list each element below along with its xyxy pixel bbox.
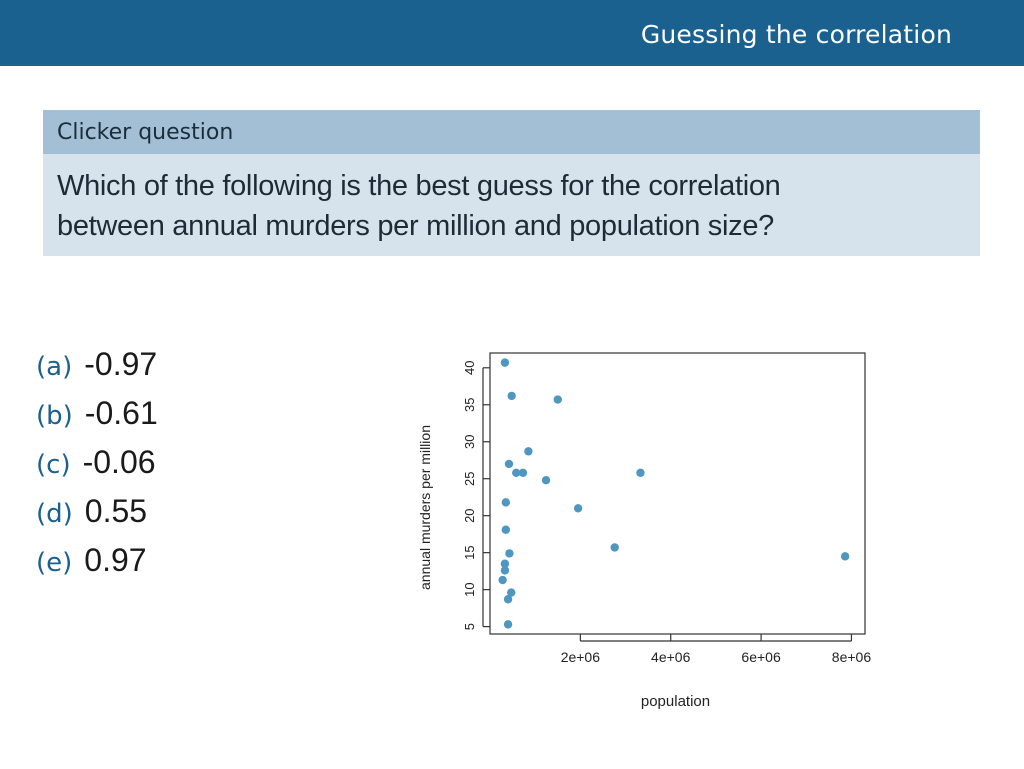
option-letter: (c) (36, 450, 71, 480)
data-point (498, 575, 507, 585)
data-point (610, 543, 619, 552)
question-box-body: Which of the following is the best guess… (43, 154, 980, 256)
data-point (541, 475, 551, 485)
plot-frame (489, 352, 866, 635)
option-value: 0.97 (84, 542, 147, 578)
y-axis-title: annual murders per million (417, 425, 433, 590)
data-point (524, 447, 533, 456)
data-point (500, 559, 510, 568)
x-tick-label: 2e+06 (561, 649, 601, 665)
data-point (636, 468, 645, 477)
y-tick-label: 10 (462, 582, 477, 596)
question-box-header: Clicker question (43, 110, 980, 154)
data-point (500, 358, 510, 367)
question-text-line: between annual murders per million and p… (57, 210, 775, 242)
option-value: -0.06 (82, 444, 156, 480)
option-value: -0.97 (84, 346, 158, 382)
y-tick-label: 15 (462, 545, 477, 559)
data-point (507, 391, 516, 401)
data-point (518, 468, 528, 477)
x-axis-title: population (641, 693, 710, 710)
option-letter: (e) (36, 548, 73, 578)
answer-option-a: (a) -0.97 (36, 346, 157, 386)
y-tick-label: 40 (462, 361, 477, 375)
option-letter: (a) (36, 352, 73, 382)
data-point (553, 395, 562, 404)
y-tick-label: 20 (462, 508, 477, 522)
data-point (503, 595, 513, 604)
y-tick-label: 25 (462, 471, 477, 485)
data-point (504, 459, 514, 469)
y-tick-label: 5 (462, 623, 477, 630)
option-value: 0.55 (84, 493, 148, 529)
option-letter: (d) (36, 499, 73, 529)
data-point (507, 588, 516, 597)
answer-option-d: (d) 0.55 (36, 493, 147, 533)
slide-title: Guessing the correlation (640, 20, 952, 49)
option-letter: (b) (36, 401, 73, 431)
y-tick-label: 30 (462, 435, 477, 449)
answer-option-c: (c) -0.06 (36, 444, 156, 484)
question-text-line: Which of the following is the best guess… (57, 170, 781, 202)
data-point (512, 468, 521, 477)
x-tick-label: 6e+06 (741, 649, 781, 665)
x-tick-label: 4e+06 (651, 649, 691, 665)
data-point (573, 504, 583, 513)
answer-option-e: (e) 0.97 (36, 542, 147, 582)
data-point (501, 498, 511, 507)
option-value: -0.61 (84, 395, 158, 431)
data-point (501, 525, 511, 534)
data-point (500, 566, 510, 575)
answer-option-b: (b) -0.61 (36, 395, 158, 435)
data-point (505, 549, 514, 558)
scatter-plot: 2e+06 4e+06 6e+06 8e+06 5 10 15 20 25 30 35 40 popul… (417, 352, 872, 710)
data-point (840, 552, 850, 561)
slide-header: Guessing the correlation (0, 0, 1024, 66)
x-tick-label: 8e+06 (832, 649, 872, 665)
data-point (503, 620, 513, 629)
y-tick-label: 35 (462, 398, 477, 412)
question-box-label: Clicker question (57, 120, 234, 145)
